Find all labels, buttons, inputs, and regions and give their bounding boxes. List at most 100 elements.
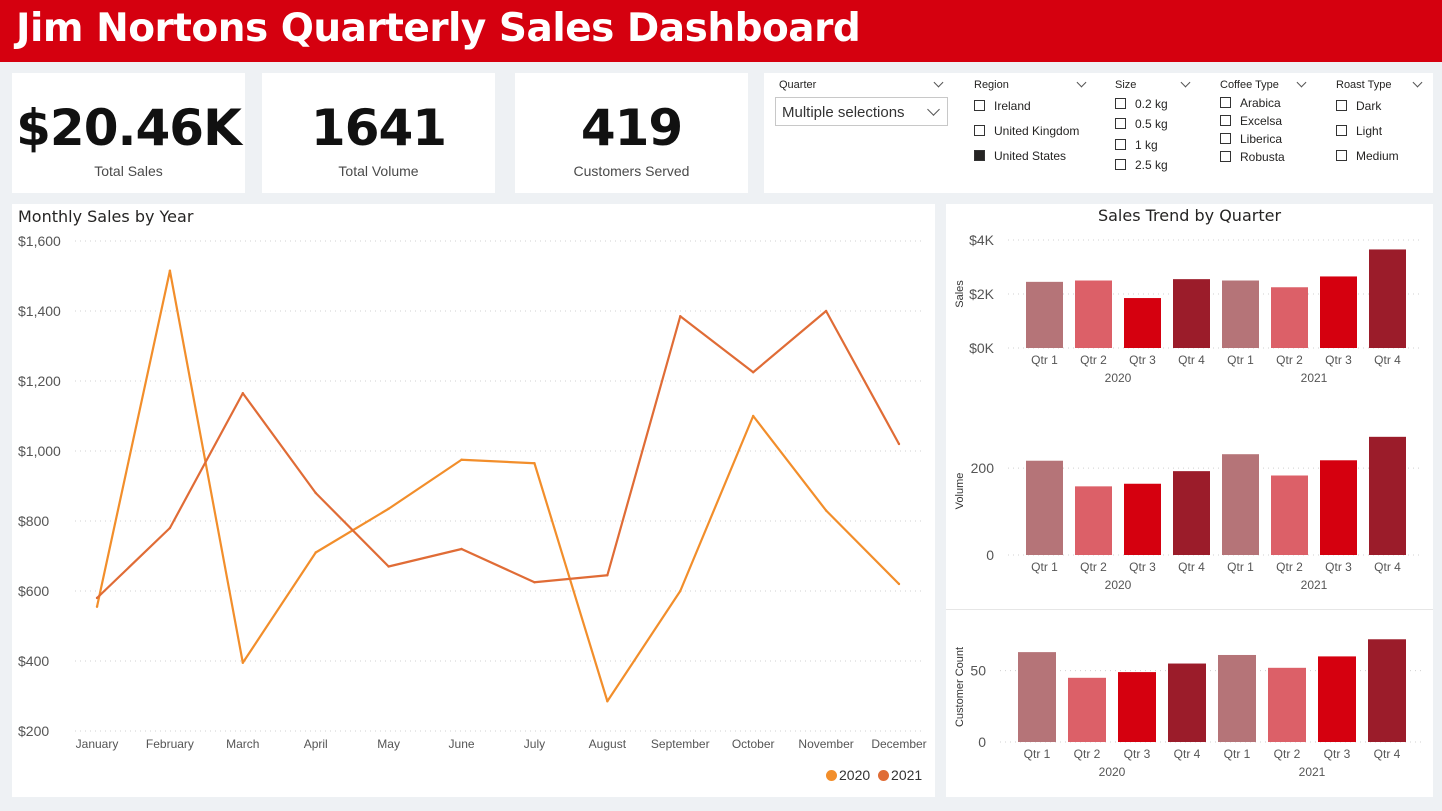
y-tick-label: $1,200 [18, 373, 61, 389]
x-tick-label: Qtr 4 [1374, 560, 1401, 574]
roast-type-option-medium[interactable]: Medium [1336, 149, 1399, 163]
data-point-2021 [751, 371, 755, 374]
checkbox[interactable] [974, 100, 985, 111]
kpi-card-total-sales[interactable]: $20.46K Total Sales [12, 73, 245, 193]
legend-item-2021[interactable]: 2021 [878, 767, 922, 783]
option-label: 1 kg [1135, 138, 1158, 152]
x-tick-label: December [871, 737, 926, 751]
kpi-card-total-volume[interactable]: 1641 Total Volume [262, 73, 495, 193]
chevron-down-icon[interactable] [1180, 77, 1191, 88]
chevron-down-icon[interactable] [1412, 77, 1423, 88]
checkbox[interactable] [1220, 151, 1231, 162]
data-point-2021 [387, 565, 390, 568]
option-label: Excelsa [1240, 114, 1283, 128]
size-option-2-5kg[interactable]: 2.5 kg [1115, 158, 1168, 172]
y-tick-label: $600 [18, 583, 49, 599]
coffee-type-option-excelsa[interactable]: Excelsa [1220, 114, 1282, 128]
option-label: United States [994, 149, 1067, 163]
data-point-2020 [95, 605, 99, 608]
legend-item-2020[interactable]: 2020 [826, 767, 870, 783]
checkbox[interactable] [1220, 115, 1231, 126]
x-tick-label: Qtr 4 [1178, 560, 1205, 574]
y-tick-label: 0 [986, 547, 994, 563]
data-point-2020 [897, 582, 901, 586]
data-point-2020 [241, 661, 245, 664]
bar-sales [1271, 287, 1308, 348]
bar-volume [1271, 475, 1308, 555]
legend-label: 2021 [891, 767, 923, 783]
chevron-down-icon[interactable] [1296, 77, 1307, 88]
data-point-2021 [460, 547, 463, 551]
x-tick-label: October [732, 737, 775, 751]
kpi-card-customers-served[interactable]: 419 Customers Served [515, 73, 748, 193]
x-tick-label: March [226, 737, 259, 751]
coffee-type-option-arabica[interactable]: Arabica [1220, 96, 1281, 110]
x-tick-label: Qtr 4 [1178, 353, 1205, 367]
x-tick-label: Qtr 3 [1129, 353, 1156, 367]
checkbox[interactable] [1115, 139, 1126, 150]
bar-customer-count [1118, 672, 1156, 742]
option-label: 0.5 kg [1135, 117, 1168, 131]
x-tick-label: Qtr 2 [1080, 560, 1107, 574]
checkbox[interactable] [1336, 100, 1347, 111]
region-option-united-kingdom[interactable]: United Kingdom [974, 124, 1079, 138]
data-point-2020 [606, 700, 609, 703]
region-option-ireland[interactable]: Ireland [974, 99, 1031, 113]
quarter-dropdown-value: Multiple selections [782, 104, 905, 121]
chevron-down-icon[interactable] [1076, 77, 1087, 88]
monthly-sales-card: Monthly Sales by Year [12, 204, 935, 797]
x-tick-label: Qtr 1 [1227, 560, 1254, 574]
x-tick-label: April [304, 737, 328, 751]
checkbox[interactable] [1115, 159, 1126, 170]
checkbox[interactable] [1220, 97, 1231, 108]
checkbox[interactable] [1115, 118, 1126, 129]
option-label: Dark [1356, 99, 1382, 113]
checkbox[interactable] [1220, 133, 1231, 144]
data-point-2021 [95, 596, 99, 600]
x-tick-label: January [76, 737, 119, 751]
bar-volume [1222, 454, 1259, 555]
bar-customer-count [1168, 663, 1206, 742]
bar-volume [1369, 436, 1406, 555]
x-tick-label: May [377, 737, 400, 751]
checkbox[interactable] [1336, 150, 1347, 161]
data-point-2020 [314, 551, 317, 554]
y-tick-label: $1,400 [18, 303, 61, 319]
line-chart-title: Monthly Sales by Year [18, 207, 194, 226]
size-option-0-2kg[interactable]: 0.2 kg [1115, 97, 1168, 111]
x-tick-label: Qtr 1 [1024, 747, 1051, 761]
data-point-2020 [751, 414, 755, 418]
checkbox[interactable] [1336, 125, 1347, 136]
dashboard-title: Jim Nortons Quarterly Sales Dashboard [16, 6, 861, 51]
y-tick-label: $1,600 [18, 233, 61, 249]
size-option-1kg[interactable]: 1 kg [1115, 138, 1158, 152]
data-point-2021 [241, 392, 245, 395]
x-tick-label: August [589, 737, 627, 751]
x-tick-label: June [449, 737, 475, 751]
roast-type-option-dark[interactable]: Dark [1336, 99, 1381, 113]
option-label: 0.2 kg [1135, 97, 1168, 111]
coffee-type-option-robusta[interactable]: Robusta [1220, 150, 1285, 164]
y-tick-label: $0K [969, 340, 995, 356]
data-point-2020 [533, 462, 536, 465]
coffee-type-option-liberica[interactable]: Liberica [1220, 132, 1282, 146]
checkbox[interactable] [974, 125, 985, 136]
region-slicer-title: Region [974, 79, 1009, 91]
legend-dot-icon [826, 770, 837, 781]
x-tick-label: Qtr 3 [1124, 747, 1151, 761]
roast-type-option-light[interactable]: Light [1336, 124, 1382, 138]
quarter-dropdown[interactable]: Multiple selections [775, 97, 948, 126]
checkbox-checked[interactable] [974, 150, 985, 161]
data-point-2021 [679, 315, 682, 318]
x-group-label: 2020 [1105, 578, 1132, 592]
series-line-2020 [95, 269, 900, 703]
header-banner: Jim Nortons Quarterly Sales Dashboard [0, 0, 1442, 62]
x-tick-label: Qtr 3 [1129, 560, 1156, 574]
legend-label: 2020 [839, 767, 871, 783]
checkbox[interactable] [1115, 98, 1126, 109]
region-option-united-states[interactable]: United States [974, 149, 1066, 163]
y-tick-label: $800 [18, 513, 49, 529]
kpi-value: 419 [580, 99, 683, 157]
size-option-0-5kg[interactable]: 0.5 kg [1115, 117, 1168, 131]
kpi-label: Total Volume [338, 163, 419, 179]
